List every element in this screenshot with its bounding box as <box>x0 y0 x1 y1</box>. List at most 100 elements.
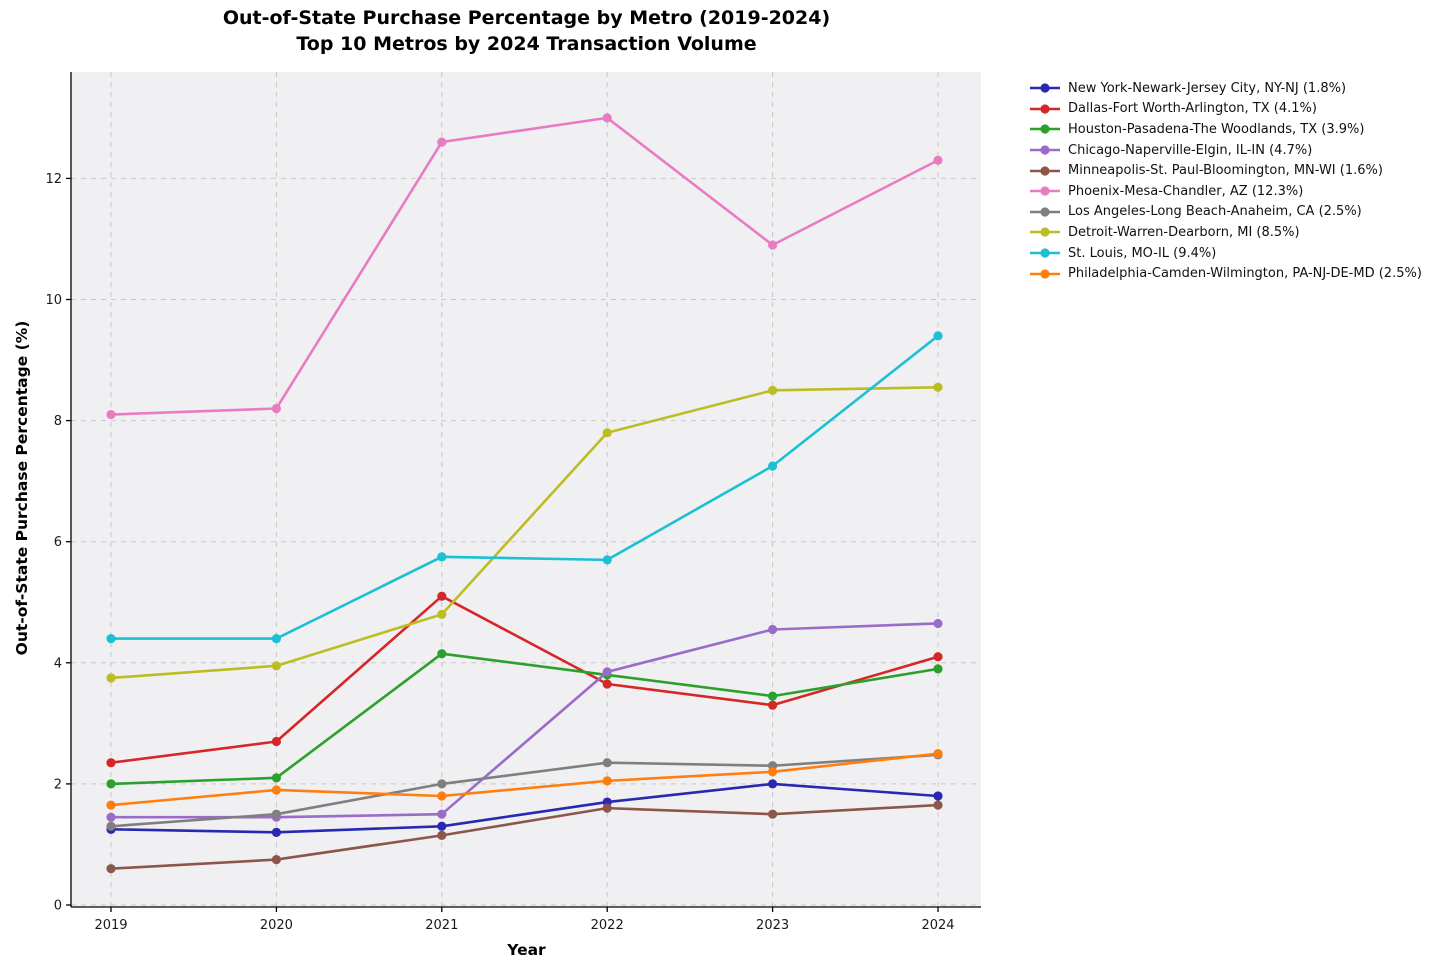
data-point <box>106 758 116 768</box>
data-point <box>933 155 943 165</box>
data-point <box>602 803 612 813</box>
data-point <box>768 700 778 710</box>
data-point <box>106 864 116 874</box>
data-point <box>106 779 116 789</box>
chart-title-line1: Out-of-State Purchase Percentage by Metr… <box>222 7 831 29</box>
legend-line-marker-icon <box>1030 83 1060 93</box>
data-point <box>106 800 116 810</box>
legend-label: Dallas-Fort Worth-Arlington, TX (4.1%) <box>1068 101 1317 117</box>
data-point <box>933 800 943 810</box>
legend-label: St. Louis, MO-IL (9.4%) <box>1068 245 1217 261</box>
data-point <box>271 403 281 414</box>
series-line-1 <box>109 594 940 765</box>
x-tick-label: 2019 <box>94 918 127 933</box>
legend-item: Minneapolis-St. Paul-Bloomington, MN-WI … <box>1029 160 1422 181</box>
legend-line-marker-icon <box>1030 104 1060 114</box>
data-point <box>271 633 281 644</box>
series-line-7 <box>109 385 940 680</box>
legend-line-marker-icon <box>1030 186 1060 196</box>
data-point <box>106 409 116 420</box>
legend-item: Phoenix-Mesa-Chandler, AZ (12.3%) <box>1029 181 1422 202</box>
legend-item: Detroit-Warren-Dearborn, MI (8.5%) <box>1029 222 1422 243</box>
y-tick-label: 6 <box>54 535 62 550</box>
legend-label: Phoenix-Mesa-Chandler, AZ (12.3%) <box>1068 183 1304 199</box>
data-point <box>437 809 447 819</box>
legend-label: Los Angeles-Long Beach-Anaheim, CA (2.5%… <box>1068 204 1362 220</box>
legend-item: Dallas-Fort Worth-Arlington, TX (4.1%) <box>1029 99 1422 120</box>
data-point <box>437 830 447 840</box>
data-point <box>271 736 281 747</box>
data-point <box>106 812 116 822</box>
legend-label: Detroit-Warren-Dearborn, MI (8.5%) <box>1068 224 1300 240</box>
chart-title-line2: Top 10 Metros by 2024 Transaction Volume <box>296 33 757 55</box>
data-point <box>437 821 447 831</box>
series-line-4 <box>109 803 940 870</box>
y-tick-label: 12 <box>45 172 62 187</box>
legend-label: Houston-Pasadena-The Woodlands, TX (3.9%… <box>1068 121 1365 137</box>
plot-background <box>71 72 981 907</box>
series-line-5 <box>109 116 940 416</box>
series-line-6 <box>109 753 940 828</box>
data-point <box>437 791 447 801</box>
series-line-0 <box>109 782 940 834</box>
x-tick-label: 2023 <box>756 918 789 933</box>
data-point <box>437 649 447 659</box>
series-line-9 <box>109 752 940 807</box>
data-point <box>768 767 778 777</box>
data-point <box>271 773 281 783</box>
y-tick-label: 4 <box>54 656 62 671</box>
plot-area: 0 2 4 6 8 10 12 2019 2020 2021 2022 2023 2024 <box>45 72 981 933</box>
x-axis-label: Year <box>507 941 546 959</box>
legend-item: Chicago-Naperville-Elgin, IL-IN (4.7%) <box>1029 140 1422 161</box>
legend-line-marker-icon <box>1030 166 1060 176</box>
y-tick-label: 10 <box>45 293 62 308</box>
x-tick-label: 2024 <box>921 918 954 933</box>
legend-line-marker-icon <box>1030 207 1060 217</box>
chart-title: Out-of-State Purchase Percentage by Metr… <box>71 5 982 57</box>
data-point <box>437 591 447 601</box>
data-point <box>602 776 612 786</box>
legend-item: New York-Newark-Jersey City, NY-NJ (1.8%… <box>1029 78 1422 99</box>
legend-line-marker-icon <box>1030 227 1060 238</box>
y-tick-label: 2 <box>54 777 62 792</box>
x-tick-label: 2022 <box>591 918 624 933</box>
data-point <box>437 609 447 619</box>
data-point <box>933 382 943 392</box>
data-point <box>437 552 447 562</box>
y-tick-label: 0 <box>54 899 62 914</box>
legend: New York-Newark-Jersey City, NY-NJ (1.8%… <box>1029 78 1422 284</box>
legend-line-marker-icon <box>1030 269 1060 279</box>
data-point <box>933 652 943 662</box>
data-point <box>271 809 281 819</box>
data-point <box>768 385 778 395</box>
data-point <box>768 809 778 819</box>
data-point <box>768 691 778 701</box>
data-point <box>933 664 943 674</box>
data-point <box>437 137 447 147</box>
legend-item: Philadelphia-Camden-Wilmington, PA-NJ-DE… <box>1029 263 1422 284</box>
data-point <box>602 667 612 677</box>
y-tick-label: 8 <box>54 414 62 429</box>
data-point <box>768 240 778 250</box>
x-tick-label: 2021 <box>425 918 458 933</box>
legend-line-marker-icon <box>1030 145 1060 155</box>
data-point <box>933 618 943 629</box>
legend-label: Philadelphia-Camden-Wilmington, PA-NJ-DE… <box>1068 266 1422 282</box>
legend-item: Houston-Pasadena-The Woodlands, TX (3.9%… <box>1029 119 1422 140</box>
data-point <box>271 785 281 795</box>
data-point <box>768 624 778 635</box>
series-line-8 <box>109 334 940 640</box>
data-point <box>933 791 943 801</box>
x-tick-label: 2020 <box>260 918 293 933</box>
legend-label: Chicago-Naperville-Elgin, IL-IN (4.7%) <box>1068 142 1313 158</box>
data-point <box>271 661 281 671</box>
data-point <box>271 827 281 837</box>
legend-line-marker-icon <box>1030 124 1060 135</box>
data-point <box>602 758 612 768</box>
data-point <box>602 679 612 689</box>
legend-label: New York-Newark-Jersey City, NY-NJ (1.8%… <box>1068 80 1347 96</box>
data-point <box>602 113 612 123</box>
data-point <box>933 749 943 759</box>
legend-item: St. Louis, MO-IL (9.4%) <box>1029 243 1422 264</box>
data-point <box>768 461 778 471</box>
